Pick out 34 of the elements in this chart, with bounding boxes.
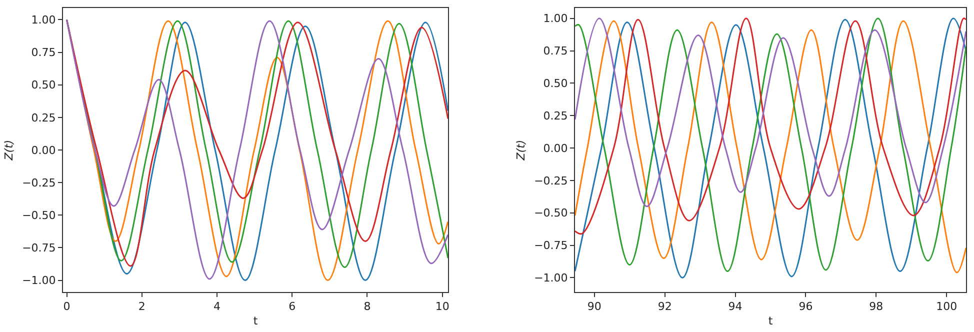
y-tick-label: 0.75	[543, 44, 568, 58]
x-tick-label: 92	[658, 300, 672, 314]
y-tick-label: 0.00	[543, 142, 568, 155]
x-tick-label: 90	[587, 300, 602, 314]
x-axis-title: t	[253, 314, 258, 328]
x-tick-label: 4	[214, 300, 220, 314]
y-tick-label: −0.75	[534, 239, 568, 252]
y-tick-label: 0.25	[31, 111, 56, 124]
x-tick-label: 2	[138, 300, 146, 314]
y-tick-label: 0.50	[543, 77, 568, 90]
y-tick-label: 0.25	[543, 109, 568, 122]
x-tick-label: 96	[798, 300, 813, 314]
y-tick-label: 0.00	[31, 144, 56, 157]
x-tick-label: 94	[728, 300, 742, 314]
y-tick-label: −1.00	[534, 272, 568, 285]
x-tick-label: 6	[288, 300, 296, 314]
y-tick-label: −0.25	[22, 176, 56, 190]
x-tick-label: 8	[364, 300, 371, 314]
x-tick-label: 98	[869, 300, 884, 314]
y-tick-label: −0.25	[534, 174, 568, 188]
y-axis-title: Z(t)	[514, 140, 528, 162]
y-tick-label: −0.75	[22, 242, 56, 255]
y-tick-label: −1.00	[22, 274, 56, 288]
x-tick-label: 0	[63, 300, 70, 314]
y-tick-label: 1.00	[543, 12, 568, 26]
y-tick-label: −0.50	[534, 206, 568, 220]
x-axis-title: t	[768, 314, 774, 328]
y-tick-label: 0.75	[31, 46, 56, 60]
x-tick-label: 100	[936, 300, 958, 314]
y-tick-label: −0.50	[22, 208, 56, 222]
y-tick-label: 0.50	[31, 78, 56, 92]
y-tick-label: 1.00	[31, 14, 56, 27]
y-axis-title: Z(t)	[2, 140, 16, 162]
x-tick-label: 10	[435, 300, 450, 314]
